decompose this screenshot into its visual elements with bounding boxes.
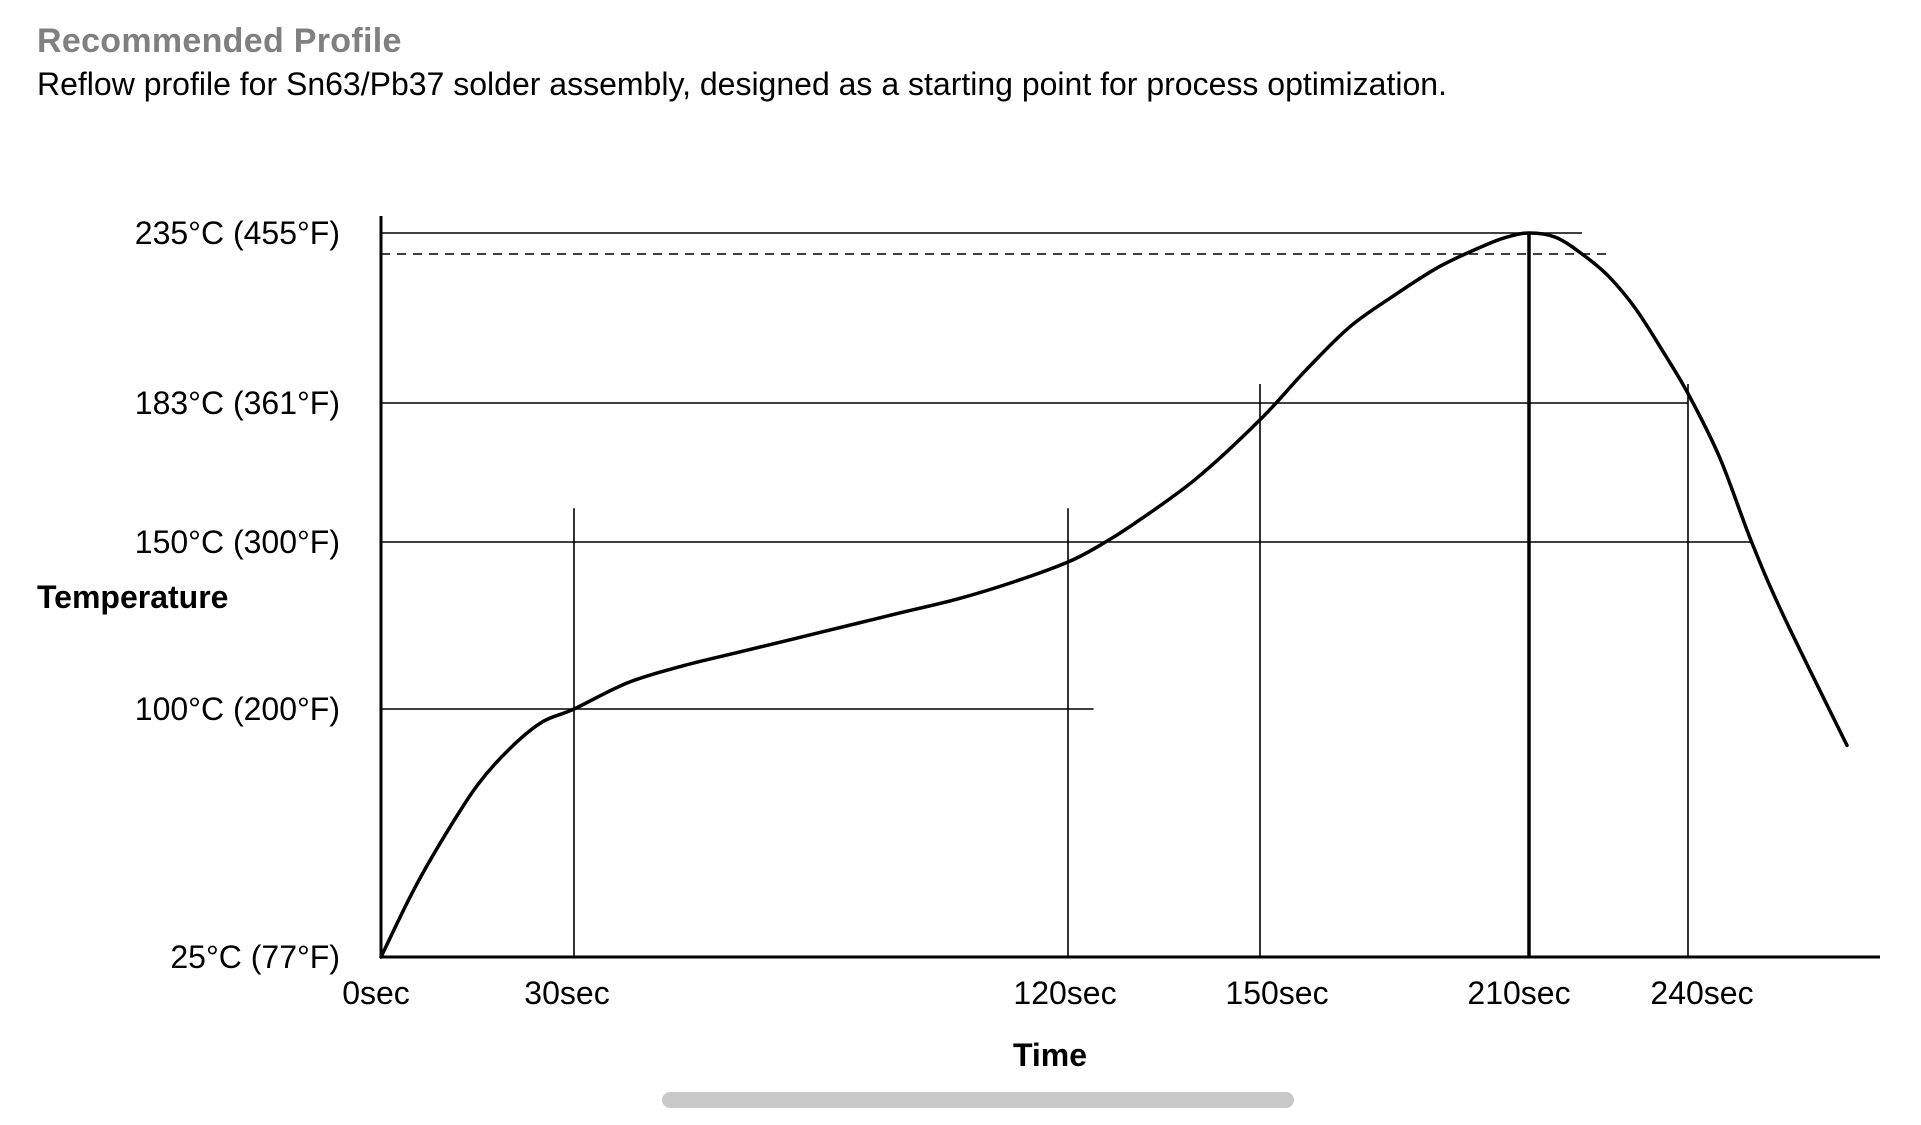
x-tick-label: 150sec (1225, 975, 1328, 1011)
x-tick-label: 30sec (524, 975, 609, 1011)
y-tick-label: 183°C (361°F) (135, 385, 340, 421)
y-tick-label: 235°C (455°F) (135, 215, 340, 251)
y-tick-label: 150°C (300°F) (135, 524, 340, 560)
y-tick-label: 25°C (77°F) (170, 939, 340, 975)
y-axis-title: Temperature (37, 579, 228, 615)
x-axis-title: Time (1013, 1037, 1087, 1073)
y-tick-labels: 25°C (77°F) 100°C (200°F) 150°C (300°F) 183… (135, 215, 340, 975)
x-tick-label: 0sec (342, 975, 410, 1011)
x-tick-label: 120sec (1013, 975, 1116, 1011)
page-description: Reflow profile for Sn63/Pb37 solder asse… (37, 66, 1447, 102)
temperature-profile-line (379, 231, 1849, 959)
x-tick-label: 240sec (1650, 975, 1753, 1011)
profile-series (379, 231, 1849, 959)
page-title: Recommended Profile (37, 22, 402, 60)
horizontal-scrollbar[interactable] (662, 1092, 1294, 1108)
x-tick-labels: 0sec 30sec 120sec 150sec 210sec 240sec (342, 975, 1753, 1011)
chart-axes (379, 216, 1880, 959)
guide-lines (381, 232, 1752, 957)
y-tick-label: 100°C (200°F) (135, 691, 340, 727)
x-tick-label: 210sec (1467, 975, 1570, 1011)
